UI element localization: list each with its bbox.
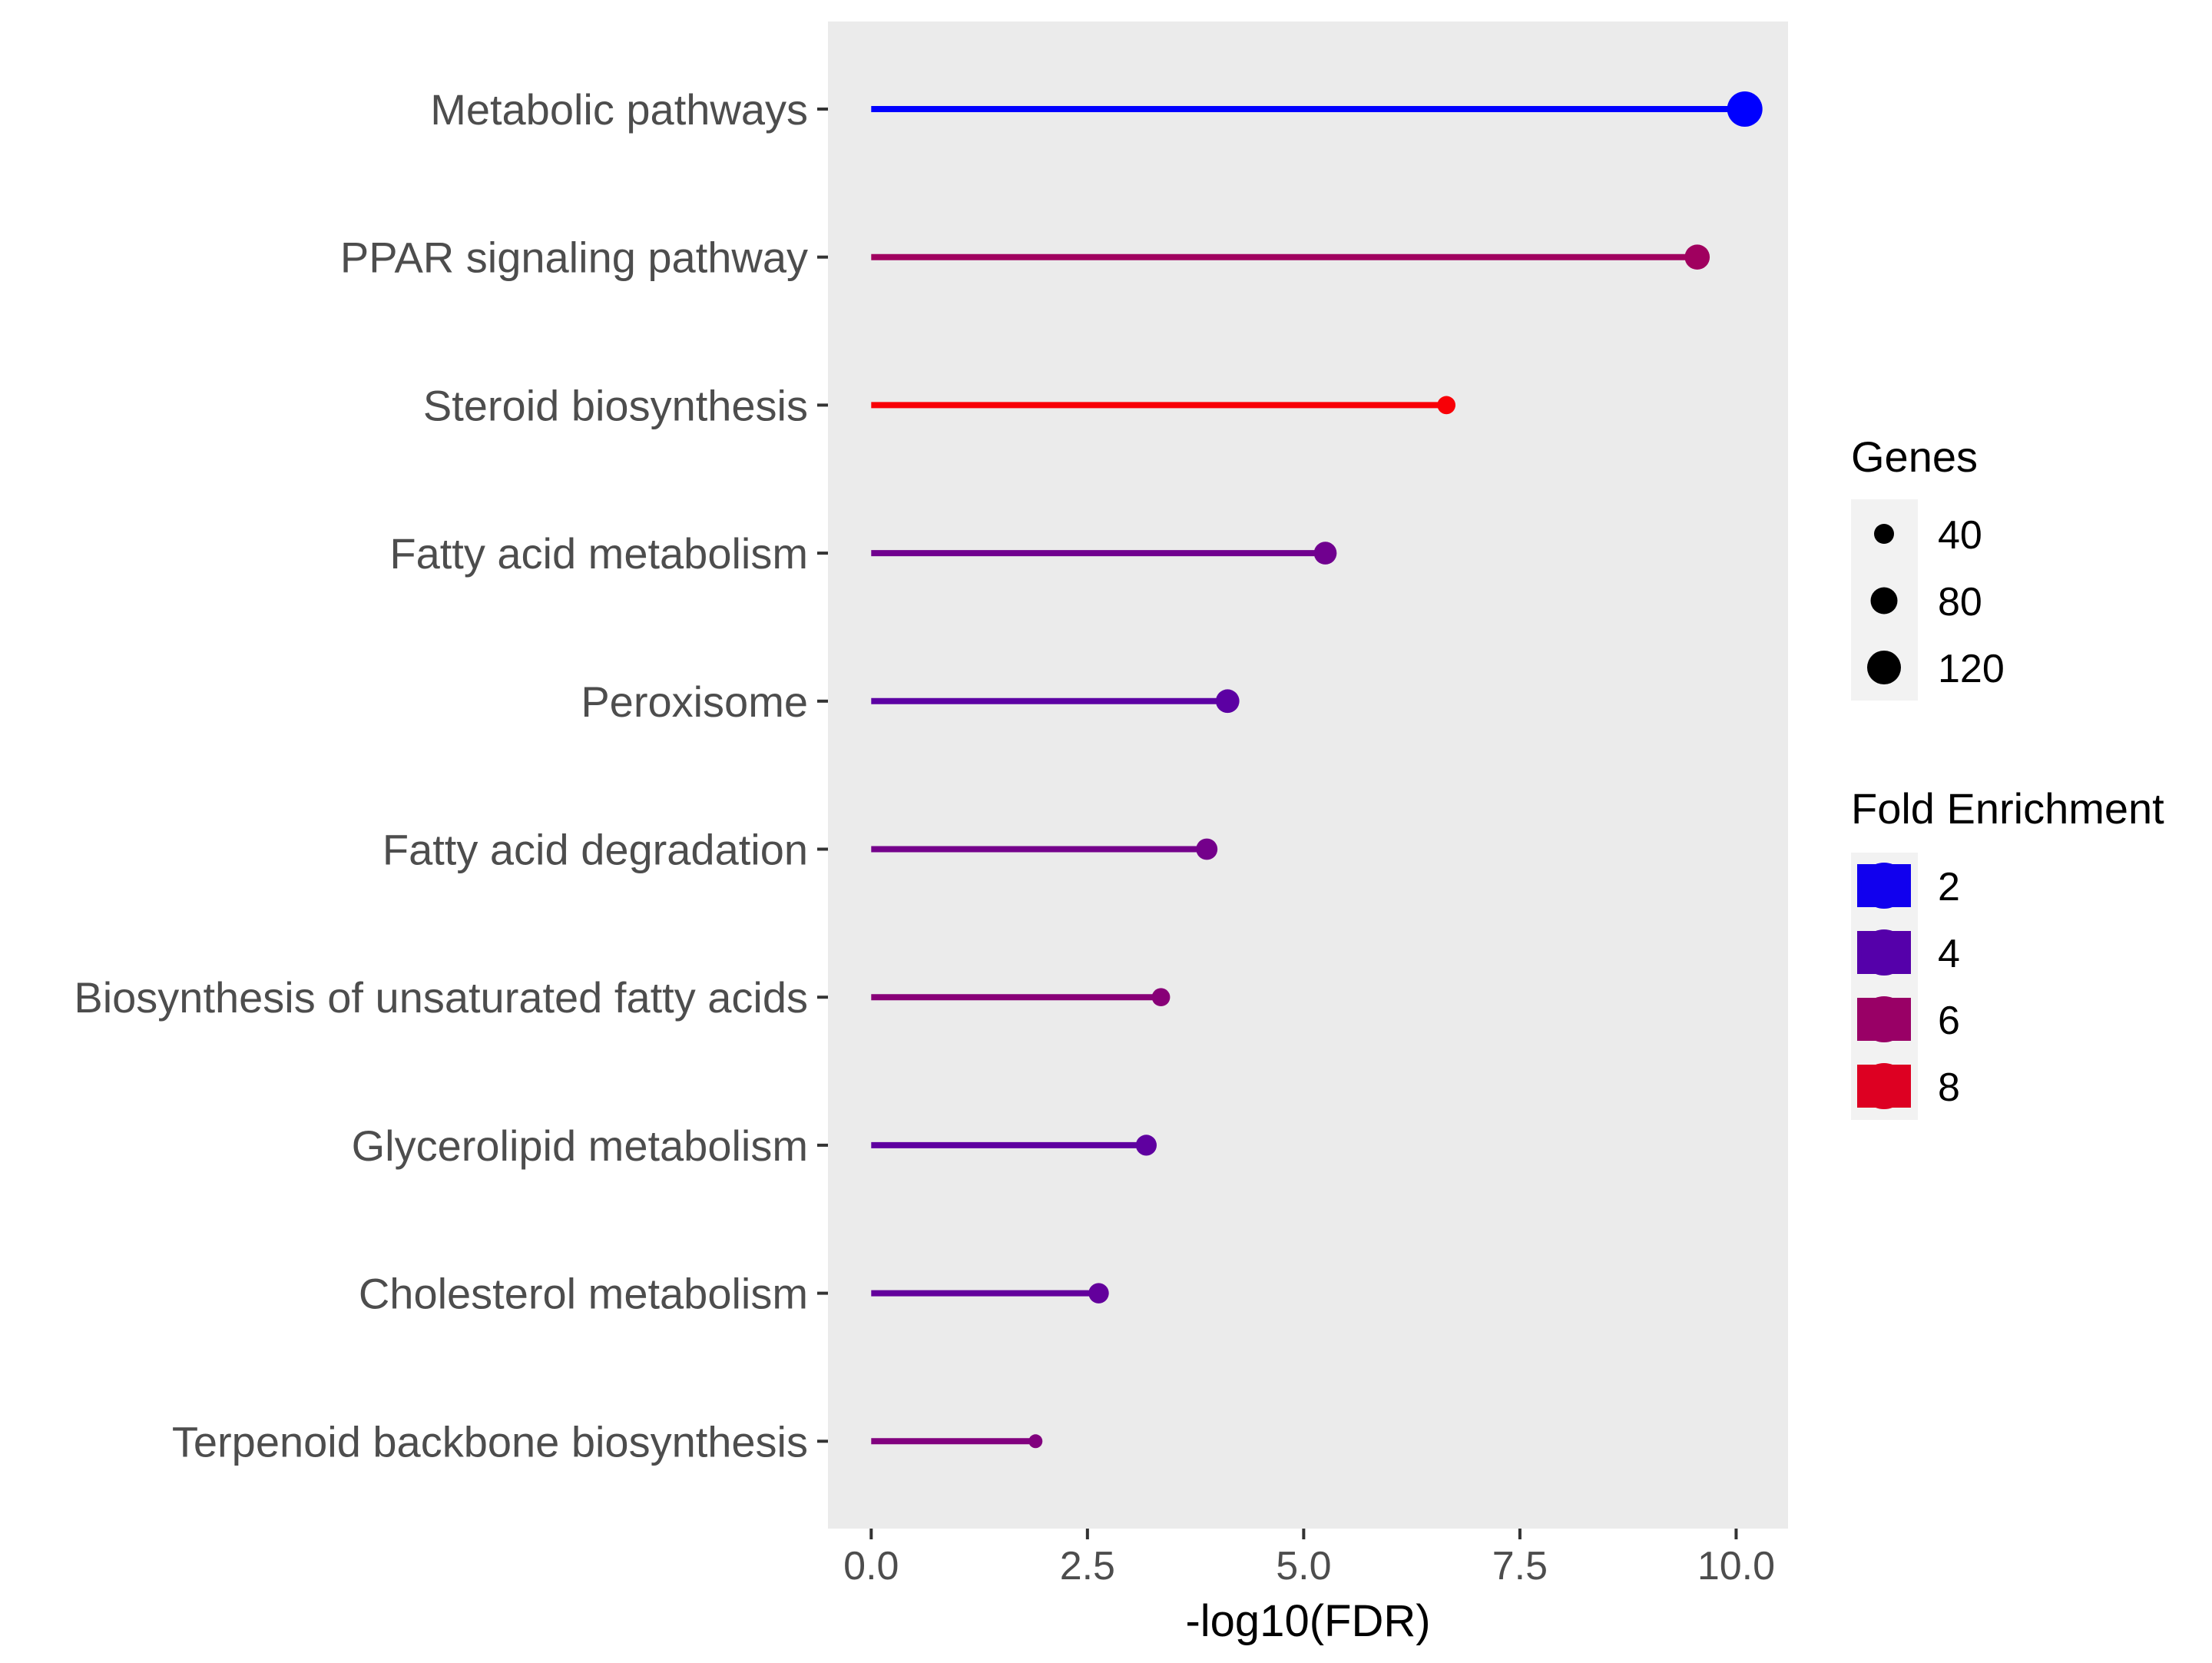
genes-legend-dot (1867, 651, 1901, 684)
genes-legend: Genes 40 80 120 (1851, 432, 2005, 701)
lollipop-point (1313, 542, 1337, 565)
x-axis-title: -log10(FDR) (1185, 1596, 1430, 1646)
lollipop-point (1088, 1283, 1109, 1304)
fold-enrichment-legend-label: 2 (1938, 865, 1960, 909)
genes-legend-label: 40 (1938, 513, 1982, 558)
x-axis: 0.0 2.5 5.0 7.5 10.0 (843, 1529, 1775, 1588)
lollipop-point (1028, 1434, 1043, 1449)
stems-layer (871, 106, 1745, 1445)
fold-enrichment-legend-label: 6 (1938, 999, 1960, 1043)
fold-enrichment-legend-dot (1861, 1063, 1907, 1109)
fold-enrichment-legend-dot (1861, 929, 1907, 976)
lollipop-point (1215, 689, 1240, 714)
lollipop-point (1135, 1135, 1157, 1156)
category-label: Metabolic pathways (430, 85, 808, 134)
fold-enrichment-legend-label: 4 (1938, 932, 1960, 976)
y-axis: Metabolic pathways PPAR signaling pathway… (74, 85, 828, 1466)
fold-enrichment-legend-label: 8 (1938, 1065, 1960, 1110)
lollipop-point (1684, 244, 1710, 270)
genes-legend-dot (1870, 587, 1898, 615)
lollipop-point (1437, 396, 1456, 415)
plot-panel (828, 22, 1788, 1529)
points-layer (1028, 91, 1763, 1449)
genes-legend-title: Genes (1851, 432, 1978, 481)
category-label: Steroid biosynthesis (423, 381, 808, 429)
x-tick-label: 5.0 (1276, 1544, 1331, 1588)
fold-enrichment-legend-dot (1861, 996, 1907, 1042)
category-label: Fatty acid metabolism (389, 529, 808, 578)
genes-legend-label: 80 (1938, 580, 1982, 624)
category-label: Cholesterol metabolism (359, 1270, 808, 1318)
genes-legend-dot (1874, 524, 1894, 544)
x-tick-label: 7.5 (1492, 1544, 1548, 1588)
lollipop-point (1151, 988, 1171, 1007)
category-label: PPAR signaling pathway (340, 234, 808, 282)
genes-legend-label: 120 (1938, 647, 2005, 691)
fold-enrichment-legend-dot (1861, 863, 1907, 909)
fold-enrichment-legend-title: Fold Enrichment (1851, 784, 2164, 833)
category-label: Peroxisome (581, 677, 808, 726)
category-label: Fatty acid degradation (382, 826, 808, 874)
category-label: Terpenoid backbone biosynthesis (172, 1417, 808, 1466)
category-label: Glycerolipid metabolism (352, 1121, 808, 1170)
x-tick-label: 2.5 (1060, 1544, 1115, 1588)
category-label: Biosynthesis of unsaturated fatty acids (74, 973, 808, 1022)
x-tick-label: 0.0 (843, 1544, 899, 1588)
x-tick-label: 10.0 (1697, 1544, 1775, 1588)
lollipop-point (1727, 91, 1763, 127)
lollipop-point (1196, 838, 1218, 860)
fold-enrichment-legend: Fold Enrichment 2 4 6 8 (1851, 784, 2164, 1120)
